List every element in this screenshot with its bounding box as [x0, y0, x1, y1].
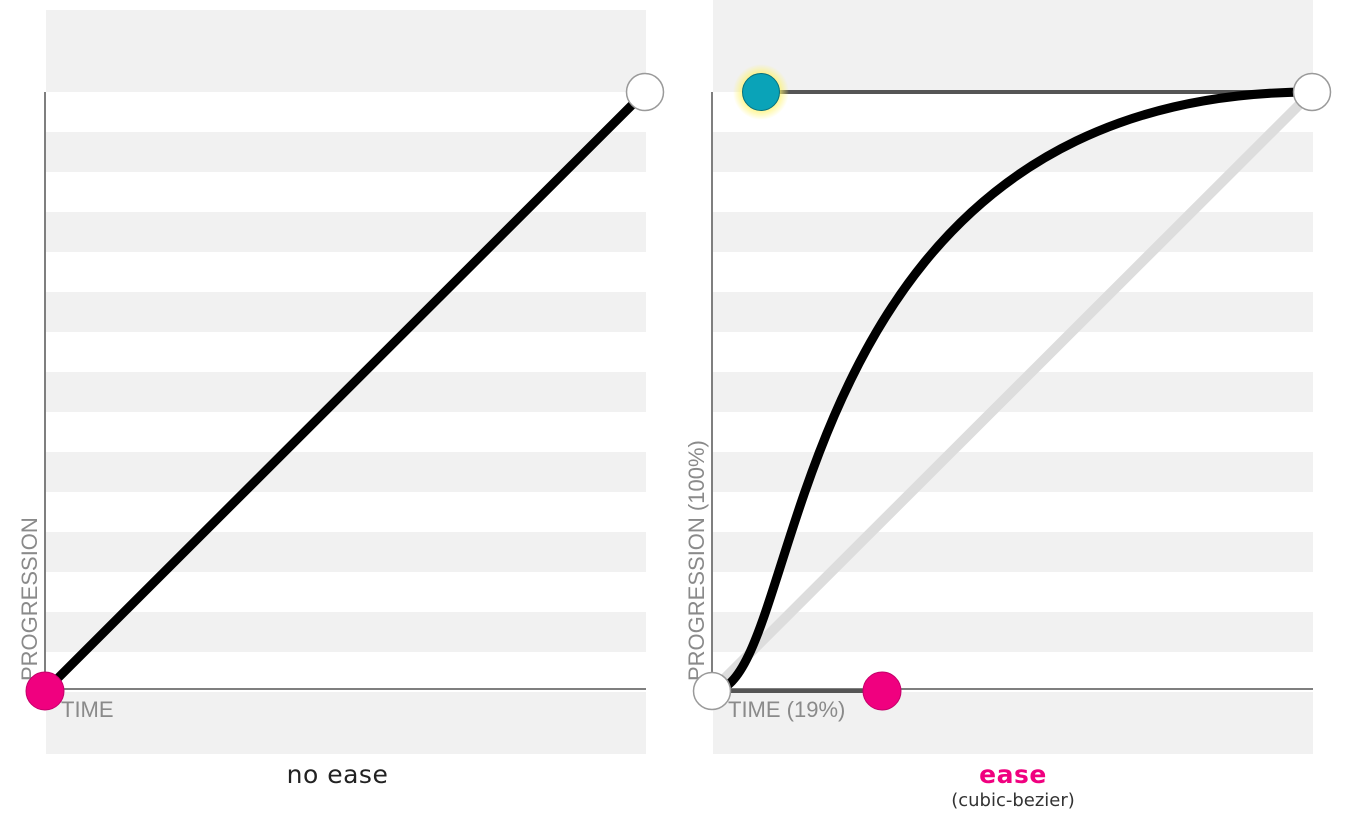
stripe: [713, 692, 1313, 754]
stripe: [46, 10, 646, 92]
stripe: [46, 132, 646, 172]
stripe: [713, 132, 1313, 172]
cubic-bezier-easing-panel: PROGRESSION (100%) TIME (19%) ease (cubi…: [675, 0, 1351, 827]
linear-easing-panel: PROGRESSION TIME no ease: [0, 0, 675, 827]
linear-reference-line: [707, 87, 1317, 696]
stripe: [46, 292, 646, 332]
easing-type-caption: (cubic-bezier): [951, 790, 1075, 811]
graph-background-stripes: [46, 10, 646, 754]
linear-easing-curve: [40, 87, 650, 696]
linear-easing-graph: PROGRESSION TIME: [17, 10, 665, 754]
stripe: [46, 532, 646, 572]
start-point-handle[interactable]: [692, 671, 732, 711]
stripe: [46, 612, 646, 652]
y-axis-label: PROGRESSION (100%): [684, 440, 709, 681]
x-axis-label: TIME (19%): [728, 697, 845, 722]
cubic-bezier-easing-graph: PROGRESSION (100%) TIME (19%): [684, 0, 1332, 754]
stripe: [46, 452, 646, 492]
start-point-handle[interactable]: [25, 671, 65, 711]
control-point-2-handle[interactable]: [742, 73, 780, 111]
end-point-handle[interactable]: [1292, 72, 1332, 112]
stripe: [46, 212, 646, 252]
stripe: [46, 692, 646, 754]
easing-name-caption: no ease: [286, 760, 389, 789]
stripe: [713, 0, 1313, 92]
end-point-handle[interactable]: [625, 72, 665, 112]
stripe: [713, 532, 1313, 572]
stripe: [713, 212, 1313, 252]
stripe: [713, 612, 1313, 652]
stripe: [713, 292, 1313, 332]
x-axis-label: TIME: [61, 697, 114, 722]
graph-background-stripes: [713, 0, 1313, 754]
ease-curve: [707, 87, 1317, 696]
y-axis-label: PROGRESSION: [17, 517, 42, 681]
control-point-1-handle[interactable]: [862, 671, 902, 711]
easing-name-caption: ease: [979, 760, 1047, 789]
